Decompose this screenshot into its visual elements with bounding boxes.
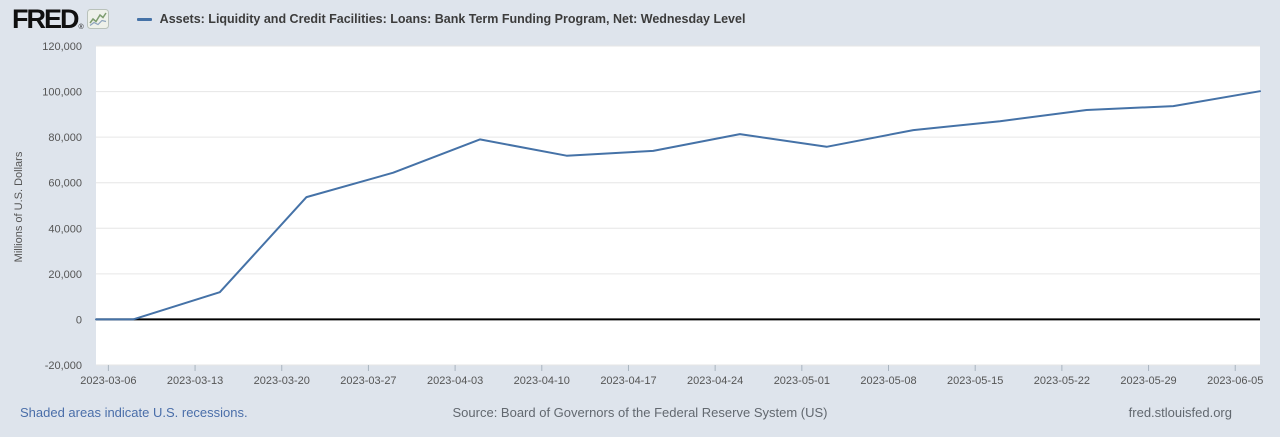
y-tick-label: 20,000 (48, 269, 82, 281)
y-tick-label: 80,000 (48, 132, 82, 144)
x-tick-label: 2023-04-17 (600, 375, 656, 387)
x-tick-label: 2023-04-10 (514, 375, 570, 387)
fred-logo-sparkline-icon (86, 9, 109, 29)
chart-header: FRED ® Assets: Liquidity and Credit Faci… (12, 5, 745, 33)
y-axis-title: Millions of U.S. Dollars (13, 151, 25, 263)
sparkline-icon-green-line (89, 12, 107, 24)
x-tick-label: 2023-04-03 (427, 375, 483, 387)
legend-line-marker (136, 17, 152, 21)
y-tick-label: 60,000 (48, 178, 82, 190)
x-tick-label: 2023-03-13 (167, 375, 223, 387)
x-tick-label: 2023-06-05 (1207, 375, 1263, 387)
y-tick-label: 0 (76, 314, 82, 326)
x-tick-label: 2023-05-08 (860, 375, 916, 387)
y-tick-label: 100,000 (42, 87, 82, 99)
recessions-note-link[interactable]: Shaded areas indicate U.S. recessions. (20, 405, 248, 420)
y-tick-label: 120,000 (42, 41, 82, 53)
x-tick-label: 2023-04-24 (687, 375, 743, 387)
x-tick-label: 2023-05-15 (947, 375, 1003, 387)
x-tick-label: 2023-03-27 (340, 375, 396, 387)
x-tick-label: 2023-03-06 (80, 375, 136, 387)
sparkline-icon-blue-line (89, 19, 106, 26)
site-url-text: fred.stlouisfed.org (1128, 405, 1232, 420)
fred-logo: FRED (12, 3, 79, 34)
data-line (95, 90, 1261, 321)
legend-series-label: Assets: Liquidity and Credit Facilities:… (159, 12, 746, 26)
source-attribution-text: Source: Board of Governors of the Federa… (452, 405, 828, 420)
y-tick-label: 40,000 (48, 223, 82, 235)
chart-footer: Shaded areas indicate U.S. recessions. S… (0, 405, 1280, 425)
plot-area[interactable] (96, 46, 1260, 365)
fred-logo-registered-mark: ® (78, 24, 84, 31)
x-tick-label: 2023-05-22 (1034, 375, 1090, 387)
x-tick-label: 2023-05-29 (1120, 375, 1176, 387)
x-tick-label: 2023-05-01 (774, 375, 830, 387)
x-tick-label: 2023-03-20 (254, 375, 310, 387)
y-tick-label: -20,000 (45, 360, 82, 372)
